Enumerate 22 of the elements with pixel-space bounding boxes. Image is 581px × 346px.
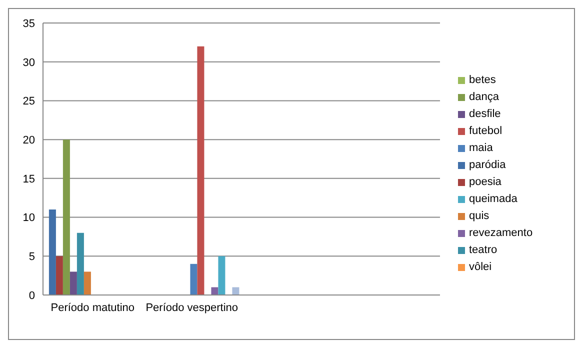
legend-label: queimada bbox=[469, 193, 518, 205]
legend-label: dança bbox=[469, 91, 499, 103]
y-tick-label: 30 bbox=[22, 56, 35, 69]
y-tick-label: 10 bbox=[22, 212, 35, 224]
legend-label: revezamento bbox=[469, 227, 533, 239]
legend-label: vôlei bbox=[469, 261, 492, 273]
legend-label: desfile bbox=[469, 108, 501, 120]
legend-label: maia bbox=[469, 142, 493, 154]
y-tick-label: 20 bbox=[22, 134, 35, 146]
y-tick-label: 25 bbox=[22, 96, 35, 108]
x-tick-label: Período matutino bbox=[50, 302, 135, 314]
x-tick-label: Período vespertino bbox=[146, 302, 238, 314]
legend-label: poesia bbox=[469, 176, 502, 188]
y-tick-label: 35 bbox=[22, 18, 35, 30]
y-tick-label: 0 bbox=[28, 290, 35, 302]
y-tick-label: 15 bbox=[22, 173, 35, 186]
legend-label: quis bbox=[469, 210, 490, 222]
legend-label: futebol bbox=[469, 125, 502, 137]
legend-label: paródia bbox=[469, 159, 506, 171]
legend-label: teatro bbox=[469, 244, 498, 256]
y-tick-label: 5 bbox=[28, 251, 35, 264]
legend-label: betes bbox=[469, 74, 496, 86]
